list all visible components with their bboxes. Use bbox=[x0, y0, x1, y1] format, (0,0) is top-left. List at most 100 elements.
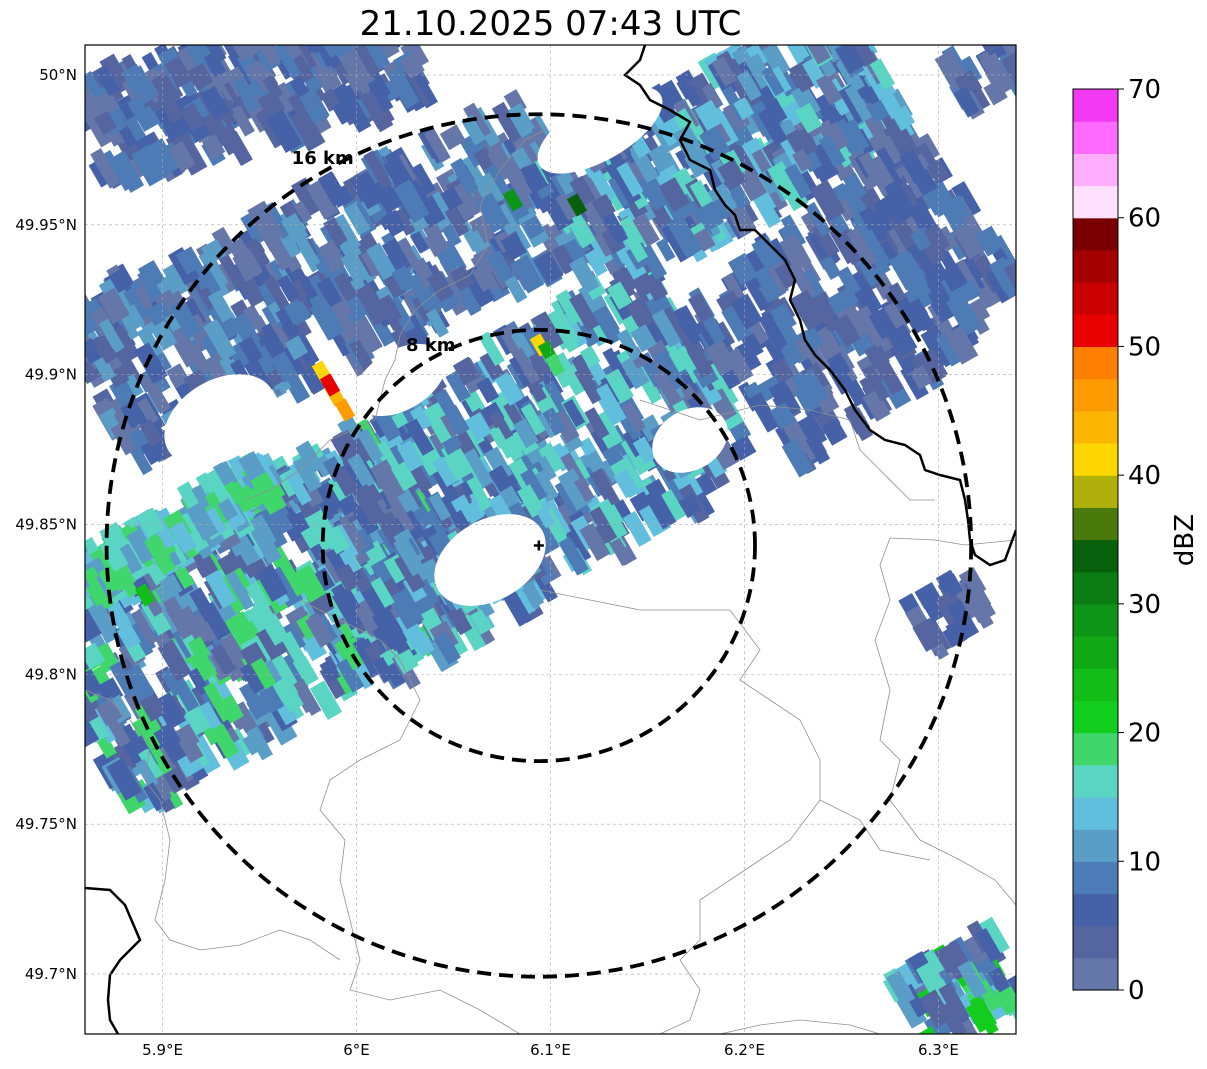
echo-cell bbox=[835, 45, 865, 74]
colorbar-segment bbox=[1073, 378, 1118, 412]
echo-cell bbox=[858, 151, 883, 182]
echo-cell bbox=[52, 593, 80, 627]
echo-cell bbox=[641, 178, 669, 211]
colorbar-segment bbox=[1073, 89, 1118, 122]
echo-cell bbox=[846, 227, 877, 268]
echo-cell bbox=[35, 576, 71, 619]
echo-cell bbox=[94, 111, 117, 135]
echo-cell bbox=[85, 294, 89, 329]
range-ring-label: 8 km bbox=[406, 335, 456, 356]
echo-cell bbox=[44, 576, 75, 617]
echo-cell bbox=[178, 512, 203, 538]
echo-cell bbox=[324, 525, 350, 555]
echo-cell bbox=[474, 219, 495, 243]
echo-cell bbox=[466, 228, 491, 254]
colorbar-segment bbox=[1073, 829, 1118, 862]
echo-cell bbox=[569, 292, 600, 332]
echo-cell bbox=[787, 261, 816, 299]
echo-cell bbox=[686, 344, 714, 379]
range-ring bbox=[104, 112, 974, 979]
echo-cell bbox=[908, 201, 939, 236]
echo-cell bbox=[880, 134, 904, 165]
echo-cell bbox=[500, 232, 528, 261]
echo-cell bbox=[695, 201, 725, 232]
echo-cell bbox=[144, 534, 176, 576]
echo-cell bbox=[923, 224, 951, 254]
echo-cell bbox=[280, 344, 306, 377]
colorbar-segment bbox=[1073, 217, 1118, 251]
echo-cell bbox=[140, 438, 165, 466]
echo-cell bbox=[762, 334, 787, 364]
echo-cell bbox=[469, 609, 493, 635]
echo-cell bbox=[336, 14, 363, 43]
colorbar-segment bbox=[1073, 957, 1118, 991]
echo-cell bbox=[428, 492, 451, 522]
echo-cell bbox=[433, 631, 461, 665]
echo-cell bbox=[336, 657, 365, 693]
colorbar-tick-label: 60 bbox=[1128, 204, 1161, 234]
echo-cell bbox=[131, 144, 168, 187]
echo-cell bbox=[779, 233, 812, 272]
echo-cell bbox=[805, 45, 831, 65]
lat-tick-label: 49.85°N bbox=[15, 516, 77, 534]
echo-cell-strong bbox=[319, 373, 341, 397]
echo-cell bbox=[644, 488, 677, 530]
echo-cell bbox=[376, 6, 405, 45]
echo-cell bbox=[127, 442, 153, 476]
echo-cell bbox=[523, 162, 548, 192]
echo-cell bbox=[935, 331, 963, 367]
echo-cell bbox=[450, 494, 477, 525]
echo-cell bbox=[88, 160, 111, 188]
echo-cell bbox=[44, 567, 67, 593]
echo-cell bbox=[289, 107, 326, 152]
echo-cell bbox=[210, 643, 237, 676]
echo-cell bbox=[360, 10, 381, 35]
echo-cell bbox=[97, 287, 130, 325]
echo-cell bbox=[521, 215, 545, 240]
colorbar-segment bbox=[1073, 668, 1118, 701]
echo-cell bbox=[461, 114, 487, 146]
echo-cell bbox=[651, 309, 682, 348]
echo-cell bbox=[810, 179, 846, 222]
echo-cell bbox=[54, 563, 77, 588]
echo-cell bbox=[631, 213, 660, 248]
echo-cell bbox=[55, 597, 82, 630]
echo-cell bbox=[85, 604, 104, 643]
echo-cell bbox=[653, 370, 682, 406]
echo-cell bbox=[371, 607, 408, 650]
echo-cell bbox=[522, 583, 545, 609]
echo-cell bbox=[50, 629, 78, 663]
echo-cell bbox=[734, 340, 762, 373]
echo-cell bbox=[340, 94, 372, 133]
echo-cell bbox=[592, 306, 624, 345]
graticule bbox=[85, 45, 1016, 1034]
lon-tick-label: 5.9°E bbox=[142, 1041, 183, 1059]
echo-cell bbox=[667, 216, 703, 259]
echo-cell bbox=[983, 79, 1008, 106]
colorbar-segment bbox=[1073, 507, 1118, 541]
echo-cell bbox=[900, 364, 929, 401]
echo-cell bbox=[85, 590, 87, 614]
colorbar-segment bbox=[1073, 185, 1118, 219]
echo-cell bbox=[363, 0, 391, 22]
echo-cell bbox=[354, 602, 382, 634]
echo-cell bbox=[250, 471, 287, 516]
echo-cell bbox=[316, 239, 347, 273]
echo-cell bbox=[85, 669, 104, 698]
echo-cell bbox=[93, 334, 118, 364]
echo-cell bbox=[250, 657, 277, 690]
echo-cell bbox=[532, 311, 564, 351]
echo-cell bbox=[672, 124, 707, 165]
echo-cell bbox=[55, 563, 80, 594]
echo-cell bbox=[843, 14, 868, 45]
echo-cell bbox=[471, 266, 494, 292]
echo-cell bbox=[409, 405, 432, 432]
echo-cell bbox=[899, 149, 929, 185]
echo-cell bbox=[186, 344, 212, 376]
echo-cell bbox=[425, 308, 449, 338]
echo-cell bbox=[938, 1001, 968, 1034]
echo-cell bbox=[180, 102, 206, 132]
echo-cell bbox=[979, 45, 1006, 49]
echo-cell bbox=[158, 573, 183, 599]
